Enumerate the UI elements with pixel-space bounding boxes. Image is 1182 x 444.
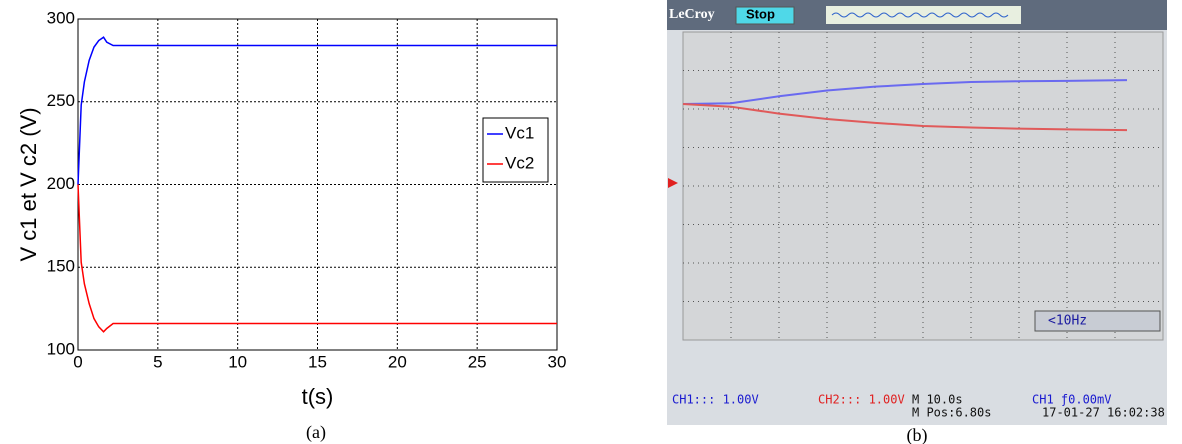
annotation: LeCroy (669, 7, 715, 22)
series-line (682, 79, 1128, 105)
ground-marker (668, 178, 678, 188)
x-tick-label: 25 (468, 352, 487, 371)
annotation: <10Hz (1048, 314, 1087, 329)
annotation: M Pos:6.80s (912, 406, 991, 420)
annotation: M 10.0s (912, 393, 963, 407)
annotation-box (1034, 310, 1161, 332)
x-tick-label: 20 (388, 352, 407, 371)
annotation: CH2::: 1.00V (818, 393, 905, 407)
series-line (682, 102, 1128, 132)
annotation: 17-01-27 16:02:38 (1042, 406, 1165, 420)
annotation-box (735, 6, 795, 25)
legend-label: Vc1 (505, 123, 534, 142)
annotation: CH1 ƒ0.00mV (1032, 393, 1111, 407)
x-tick-label: 15 (308, 352, 327, 371)
series-line (77, 36, 557, 185)
x-tick-label: 10 (228, 352, 247, 371)
x-tick-label: 0 (73, 352, 82, 371)
trigger-bar (826, 6, 1021, 24)
caption: (a) (306, 422, 326, 443)
y-tick-label: 300 (47, 8, 75, 27)
series-line (77, 184, 557, 333)
y-axis-label: V c1 et V c2 (V) (16, 107, 41, 261)
y-tick-label: 150 (47, 257, 75, 276)
x-axis-label: t(s) (302, 384, 334, 409)
legend-label: Vc2 (505, 153, 534, 172)
y-tick-label: 100 (47, 339, 75, 358)
annotation: Stop (746, 6, 775, 21)
annotation: CH1::: 1.00V (672, 393, 759, 407)
caption: (b) (907, 425, 928, 444)
x-tick-label: 5 (153, 352, 162, 371)
x-tick-label: 30 (548, 352, 567, 371)
y-tick-label: 200 (47, 174, 75, 193)
trigger-wave (831, 12, 1009, 18)
legend-box (482, 117, 549, 183)
y-tick-label: 250 (47, 91, 75, 110)
